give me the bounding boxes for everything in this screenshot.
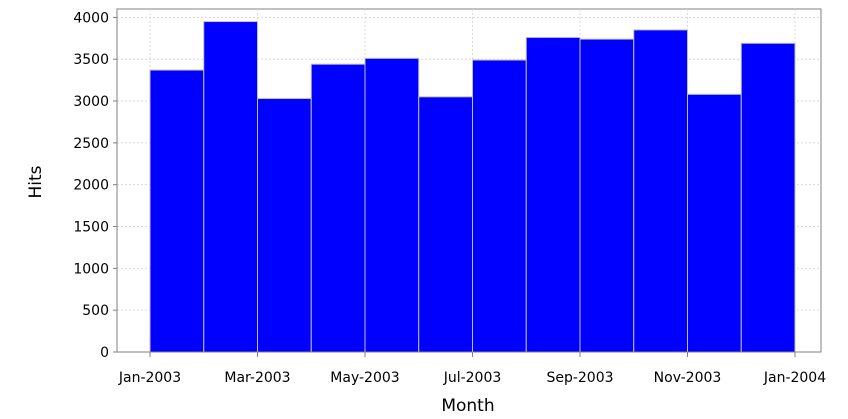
y-axis-ticks: 0 500 1000 1500 2000 2500 3000 3500 4000 bbox=[73, 10, 117, 361]
bar: Jan-2003: 3370 bbox=[149, 69, 205, 353]
bar: Aug-2003: 3760 bbox=[525, 36, 581, 353]
x-tick-label: May-2003 bbox=[330, 370, 399, 386]
x-tick-label: Nov-2003 bbox=[654, 370, 722, 386]
bar: Apr-2003: 3440 bbox=[310, 63, 366, 353]
bar: Sep-2003: 3740 bbox=[579, 38, 635, 353]
y-tick-label: 4000 bbox=[73, 10, 109, 26]
y-tick-label: 3000 bbox=[73, 94, 109, 110]
x-tick-label: Sep-2003 bbox=[546, 370, 613, 386]
y-tick-label: 0 bbox=[100, 345, 109, 361]
x-axis-title: Month bbox=[441, 396, 494, 416]
y-tick-label: 500 bbox=[82, 303, 109, 319]
y-axis-title: Hits bbox=[26, 165, 46, 198]
x-tick-label: Jan-2004 bbox=[763, 370, 826, 386]
bar: May-2003: 3510 bbox=[364, 57, 420, 353]
x-tick-label: Jan-2003 bbox=[118, 370, 181, 386]
bar: Feb-2003: 3950 bbox=[203, 21, 258, 353]
y-tick-label: 1000 bbox=[73, 261, 109, 277]
bar: Nov-2003: 3080 bbox=[687, 93, 742, 353]
bar: Jun-2003: 3050 bbox=[418, 96, 473, 353]
y-tick-label: 1500 bbox=[73, 220, 109, 236]
x-tick-label: Jul-2003 bbox=[443, 370, 502, 386]
bar: Dec-2003: 3690 bbox=[740, 42, 796, 353]
y-tick-label: 2500 bbox=[73, 136, 109, 152]
bar: Jul-2003: 3490 bbox=[472, 59, 527, 353]
y-tick-label: 2000 bbox=[73, 178, 109, 194]
bar: Mar-2003: 3030 bbox=[257, 98, 312, 353]
bar: Oct-2003: 3850 bbox=[633, 29, 688, 353]
x-axis-ticks: Jan-2003 Mar-2003 May-2003 Jul-2003 Sep-2003… bbox=[118, 352, 826, 386]
x-tick-label: Mar-2003 bbox=[224, 370, 290, 386]
y-tick-label: 3500 bbox=[73, 52, 109, 68]
